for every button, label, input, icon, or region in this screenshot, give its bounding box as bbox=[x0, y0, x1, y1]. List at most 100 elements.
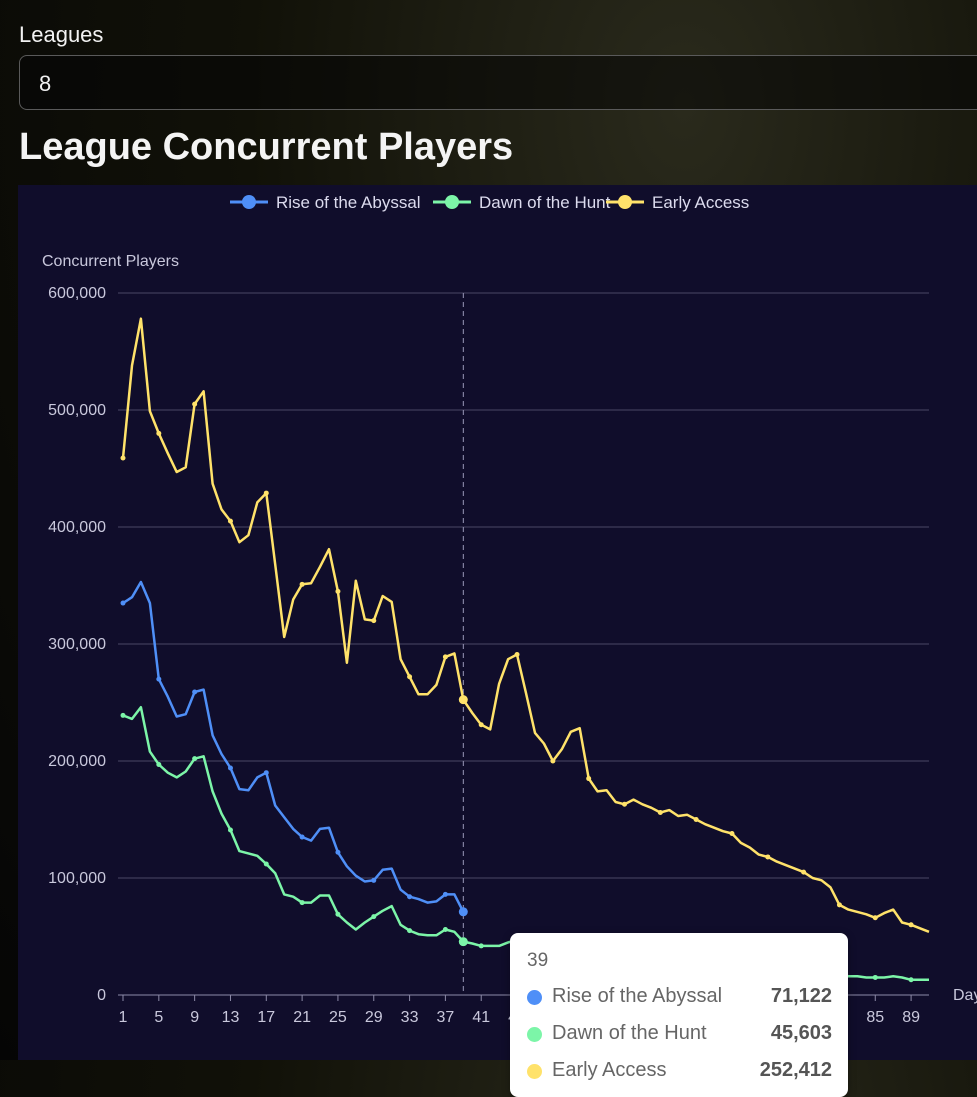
data-point-dawn-of-the-hunt bbox=[192, 756, 198, 762]
tooltip-row-rise: Rise of the Abyssal 71,122 bbox=[527, 985, 832, 1011]
y-tick-label: 500,000 bbox=[48, 402, 106, 419]
x-tick-label: 29 bbox=[365, 1009, 383, 1026]
y-tick-label: 100,000 bbox=[48, 870, 106, 887]
data-point-early-access bbox=[765, 854, 771, 860]
data-point-early-access bbox=[622, 801, 628, 807]
data-point-dawn-of-the-hunt bbox=[335, 911, 341, 917]
x-tick-label: 33 bbox=[401, 1009, 419, 1026]
data-point-dawn-of-the-hunt bbox=[120, 712, 126, 718]
hover-point-dawn-of-the-hunt bbox=[458, 937, 468, 947]
x-tick-label: 9 bbox=[190, 1009, 199, 1026]
hover-point-rise-of-the-abyssal bbox=[458, 907, 468, 917]
hover-point-early-access bbox=[458, 695, 468, 705]
data-point-dawn-of-the-hunt bbox=[371, 914, 377, 920]
tooltip-value-dawn: 45,603 bbox=[770, 1022, 832, 1044]
data-point-early-access bbox=[872, 915, 878, 921]
tooltip-dot-dawn bbox=[527, 1027, 542, 1042]
tooltip-dot-early bbox=[527, 1064, 542, 1079]
chart-tooltip: 39 Rise of the Abyssal 71,122 Dawn of th… bbox=[510, 933, 848, 1097]
data-point-dawn-of-the-hunt bbox=[442, 926, 448, 932]
section-title: League Concurrent Players bbox=[19, 126, 514, 168]
data-point-early-access bbox=[693, 817, 699, 822]
data-point-early-access bbox=[836, 902, 842, 908]
x-tick-label: 17 bbox=[257, 1009, 275, 1026]
data-point-dawn-of-the-hunt bbox=[227, 827, 233, 833]
series-line-early-access bbox=[121, 317, 930, 933]
data-point-dawn-of-the-hunt bbox=[478, 943, 484, 949]
x-tick-label: 41 bbox=[472, 1009, 490, 1026]
data-point-early-access bbox=[908, 922, 914, 928]
legend-marker-early-access bbox=[618, 195, 632, 209]
leagues-field-label: Leagues bbox=[19, 22, 104, 47]
data-point-rise-of-the-abyssal bbox=[263, 770, 269, 776]
data-point-early-access bbox=[227, 518, 233, 524]
tooltip-name-rise: Rise of the Abyssal bbox=[552, 985, 723, 1007]
data-point-rise-of-the-abyssal bbox=[192, 689, 198, 695]
x-tick-label: 1 bbox=[119, 1009, 128, 1026]
leagues-select[interactable]: 8 bbox=[19, 55, 977, 110]
chart-series bbox=[120, 317, 930, 983]
x-tick-label: 85 bbox=[866, 1009, 884, 1026]
x-tick-label: 37 bbox=[437, 1009, 455, 1026]
data-point-rise-of-the-abyssal bbox=[371, 877, 377, 883]
data-point-early-access bbox=[801, 869, 807, 875]
legend-marker-rise-of-the-abyssal bbox=[242, 195, 256, 209]
x-tick-label: 5 bbox=[154, 1009, 163, 1026]
data-point-rise-of-the-abyssal bbox=[442, 891, 448, 897]
x-tick-label: 21 bbox=[293, 1009, 311, 1026]
data-point-rise-of-the-abyssal bbox=[335, 849, 341, 855]
leagues-select-value: 8 bbox=[39, 71, 52, 96]
tooltip-row-early: Early Access 252,412 bbox=[527, 1059, 832, 1085]
x-axis-label: Day bbox=[953, 987, 977, 1004]
data-point-dawn-of-the-hunt bbox=[908, 977, 914, 983]
data-point-rise-of-the-abyssal bbox=[227, 765, 233, 771]
x-tick-label: 89 bbox=[902, 1009, 920, 1026]
data-point-early-access bbox=[729, 831, 735, 837]
legend-label-dawn-of-the-hunt: Dawn of the Hunt bbox=[479, 193, 611, 212]
data-point-rise-of-the-abyssal bbox=[120, 600, 126, 606]
data-point-dawn-of-the-hunt bbox=[872, 974, 878, 980]
data-point-early-access bbox=[550, 758, 556, 764]
data-point-rise-of-the-abyssal bbox=[299, 834, 305, 840]
data-point-early-access bbox=[335, 588, 341, 594]
series-line-rise-of-the-abyssal bbox=[122, 580, 465, 913]
y-axis-label: Concurrent Players bbox=[42, 253, 179, 270]
tooltip-dot-rise bbox=[527, 990, 542, 1005]
tooltip-row-dawn: Dawn of the Hunt 45,603 bbox=[527, 1022, 832, 1048]
data-point-early-access bbox=[442, 654, 448, 660]
y-tick-label: 600,000 bbox=[48, 285, 106, 302]
x-tick-label: 13 bbox=[222, 1009, 240, 1026]
data-point-early-access bbox=[263, 490, 269, 496]
tooltip-title: 39 bbox=[527, 950, 549, 971]
data-point-early-access bbox=[657, 809, 663, 815]
data-point-dawn-of-the-hunt bbox=[407, 928, 413, 934]
data-point-early-access bbox=[371, 618, 377, 624]
chart-legend: Rise of the Abyssal Dawn of the Hunt Early… bbox=[230, 193, 749, 212]
data-point-dawn-of-the-hunt bbox=[299, 900, 305, 906]
chart-panel: Rise of the Abyssal Dawn of the Hunt Early… bbox=[18, 185, 977, 1097]
y-tick-label: 0 bbox=[97, 987, 106, 1004]
data-point-early-access bbox=[407, 674, 413, 680]
tooltip-name-early: Early Access bbox=[552, 1059, 667, 1081]
data-point-early-access bbox=[478, 722, 484, 728]
y-axis-ticks: 0 100,000 200,000 300,000 400,000 500,000 600,… bbox=[48, 285, 106, 1004]
concurrent-players-chart: Rise of the Abyssal Dawn of the Hunt Early… bbox=[42, 193, 977, 1026]
data-point-early-access bbox=[299, 581, 305, 587]
data-point-early-access bbox=[514, 652, 520, 658]
x-tick-label: 25 bbox=[329, 1009, 347, 1026]
legend-label-early-access: Early Access bbox=[652, 193, 749, 212]
tooltip-value-rise: 71,122 bbox=[770, 985, 832, 1007]
chart-grid bbox=[118, 292, 929, 879]
data-point-dawn-of-the-hunt bbox=[263, 861, 269, 867]
data-point-dawn-of-the-hunt bbox=[156, 762, 162, 768]
y-tick-label: 300,000 bbox=[48, 636, 106, 653]
legend-marker-dawn-of-the-hunt bbox=[445, 195, 459, 209]
data-point-rise-of-the-abyssal bbox=[156, 676, 162, 682]
data-point-early-access bbox=[120, 455, 126, 461]
data-point-early-access bbox=[156, 430, 162, 436]
legend-label-rise-of-the-abyssal: Rise of the Abyssal bbox=[276, 193, 421, 212]
y-tick-label: 400,000 bbox=[48, 519, 106, 536]
tooltip-value-early: 252,412 bbox=[759, 1059, 832, 1081]
data-point-rise-of-the-abyssal bbox=[407, 894, 413, 900]
data-point-early-access bbox=[586, 776, 592, 782]
